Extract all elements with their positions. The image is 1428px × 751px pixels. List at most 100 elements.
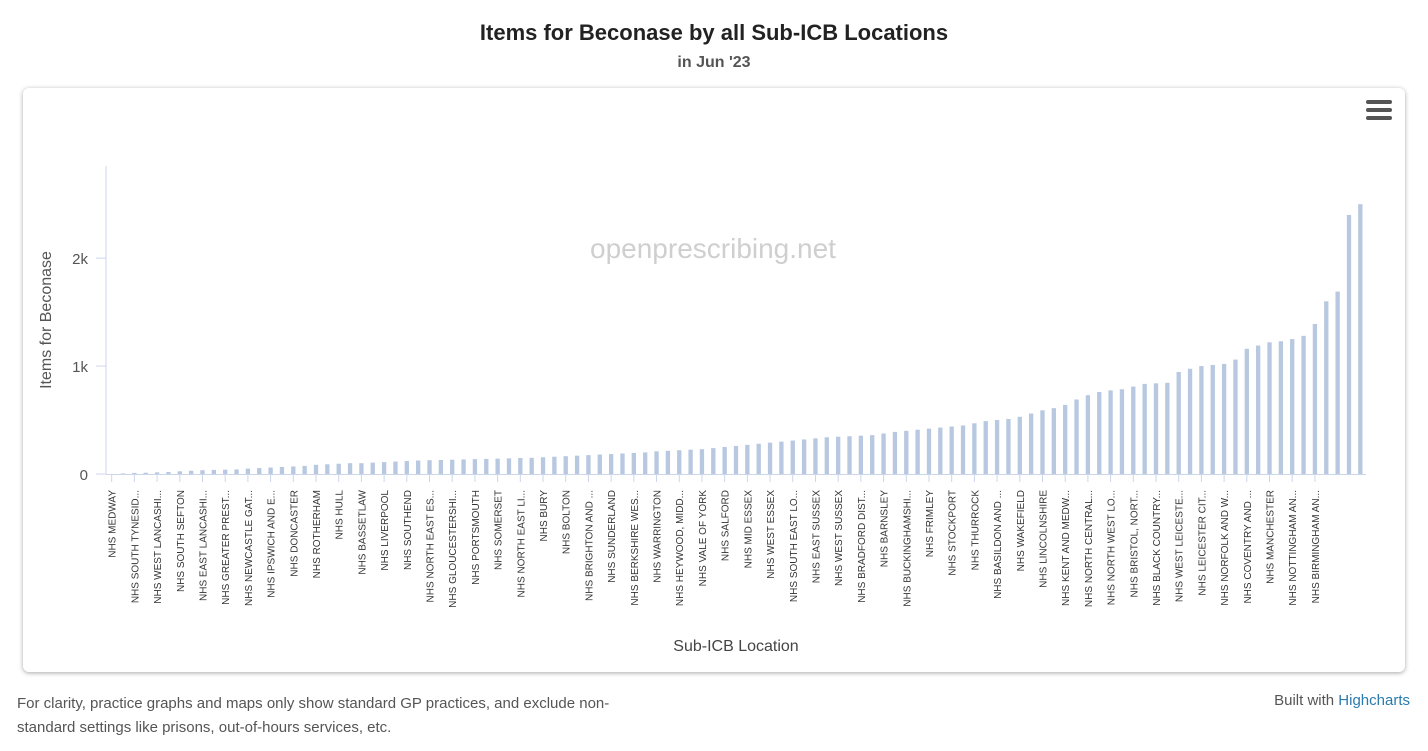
bar[interactable] — [370, 462, 375, 474]
bar[interactable] — [938, 427, 943, 474]
bar[interactable] — [790, 440, 795, 474]
bar[interactable] — [1244, 348, 1249, 474]
bar[interactable] — [1199, 366, 1204, 474]
bar[interactable] — [1278, 341, 1284, 474]
bar[interactable] — [336, 463, 341, 474]
bar[interactable] — [450, 459, 455, 474]
bar[interactable] — [1051, 408, 1056, 474]
bar[interactable] — [427, 460, 432, 474]
bar[interactable] — [381, 462, 387, 474]
bar[interactable] — [1290, 339, 1295, 474]
bar[interactable] — [529, 457, 534, 474]
bar[interactable] — [688, 449, 693, 474]
bar[interactable] — [1028, 413, 1034, 474]
bar[interactable] — [654, 451, 659, 474]
bar[interactable] — [892, 431, 898, 474]
bar[interactable] — [1040, 410, 1045, 474]
bar[interactable] — [960, 425, 966, 474]
bar[interactable] — [506, 458, 512, 474]
bar[interactable] — [120, 473, 126, 474]
bar[interactable] — [1346, 214, 1352, 474]
bar[interactable] — [472, 459, 478, 474]
bar[interactable] — [1074, 399, 1079, 474]
bar[interactable] — [767, 442, 773, 474]
bar[interactable] — [234, 469, 239, 474]
bar[interactable] — [631, 452, 636, 474]
bar[interactable] — [926, 428, 932, 474]
bar[interactable] — [416, 460, 421, 474]
bar[interactable] — [540, 457, 546, 474]
bar[interactable] — [495, 458, 500, 474]
bar[interactable] — [643, 452, 648, 474]
bar[interactable] — [393, 461, 398, 474]
bar[interactable] — [1358, 204, 1363, 474]
bar[interactable] — [1063, 404, 1068, 474]
bar[interactable] — [711, 448, 716, 474]
bar[interactable] — [597, 454, 602, 474]
bar[interactable] — [188, 470, 194, 474]
bar[interactable] — [438, 459, 444, 474]
bar[interactable] — [257, 468, 262, 474]
bar[interactable] — [1142, 383, 1147, 474]
bar[interactable] — [211, 469, 216, 474]
bar[interactable] — [245, 468, 251, 474]
bar[interactable] — [949, 426, 954, 474]
bar[interactable] — [359, 463, 364, 474]
bar[interactable] — [1085, 395, 1091, 474]
bar[interactable] — [699, 449, 705, 474]
bar[interactable] — [665, 450, 671, 474]
bar[interactable] — [154, 472, 160, 474]
bar[interactable] — [166, 472, 171, 474]
bar[interactable] — [1187, 368, 1193, 474]
bar[interactable] — [1256, 345, 1261, 474]
bar[interactable] — [824, 437, 829, 474]
bar[interactable] — [779, 441, 784, 474]
bar[interactable] — [722, 447, 727, 474]
bar[interactable] — [518, 458, 523, 474]
bar[interactable] — [574, 455, 580, 474]
chart-menu-button[interactable] — [1366, 100, 1392, 122]
bar[interactable] — [1210, 364, 1215, 474]
highcharts-link[interactable]: Highcharts — [1338, 692, 1410, 709]
bar[interactable] — [143, 472, 148, 474]
bar[interactable] — [563, 456, 568, 474]
bar[interactable] — [1267, 342, 1272, 474]
bar[interactable] — [1165, 382, 1170, 474]
bar[interactable] — [552, 456, 557, 474]
bar[interactable] — [313, 464, 319, 474]
bar[interactable] — [983, 421, 988, 474]
bar[interactable] — [347, 463, 353, 474]
bar[interactable] — [904, 430, 909, 474]
bar[interactable] — [881, 433, 886, 474]
bar[interactable] — [325, 464, 330, 474]
bar[interactable] — [1006, 418, 1011, 474]
bar[interactable] — [1097, 391, 1102, 474]
bar[interactable] — [1119, 389, 1125, 474]
bar[interactable] — [1301, 335, 1306, 474]
bar[interactable] — [608, 454, 614, 474]
bar[interactable] — [1312, 323, 1318, 474]
bar[interactable] — [1017, 416, 1022, 474]
bar[interactable] — [858, 435, 864, 474]
bar[interactable] — [1176, 372, 1181, 474]
bar[interactable] — [972, 423, 977, 474]
bar[interactable] — [268, 467, 273, 474]
bar[interactable] — [836, 436, 841, 474]
bar[interactable] — [870, 435, 875, 474]
bar[interactable] — [801, 439, 807, 474]
bar[interactable] — [620, 453, 625, 474]
bar[interactable] — [1324, 301, 1329, 474]
bar[interactable] — [1335, 291, 1340, 474]
bar[interactable] — [1233, 359, 1238, 474]
bar[interactable] — [484, 458, 489, 474]
bar[interactable] — [994, 420, 1000, 474]
bar[interactable] — [461, 459, 466, 474]
bar[interactable] — [404, 461, 409, 474]
bar[interactable] — [291, 466, 296, 474]
bar[interactable] — [915, 429, 920, 474]
bar[interactable] — [813, 438, 818, 474]
bar[interactable] — [302, 465, 307, 474]
bar[interactable] — [745, 444, 750, 474]
bar[interactable] — [756, 443, 761, 474]
bar[interactable] — [223, 469, 228, 474]
